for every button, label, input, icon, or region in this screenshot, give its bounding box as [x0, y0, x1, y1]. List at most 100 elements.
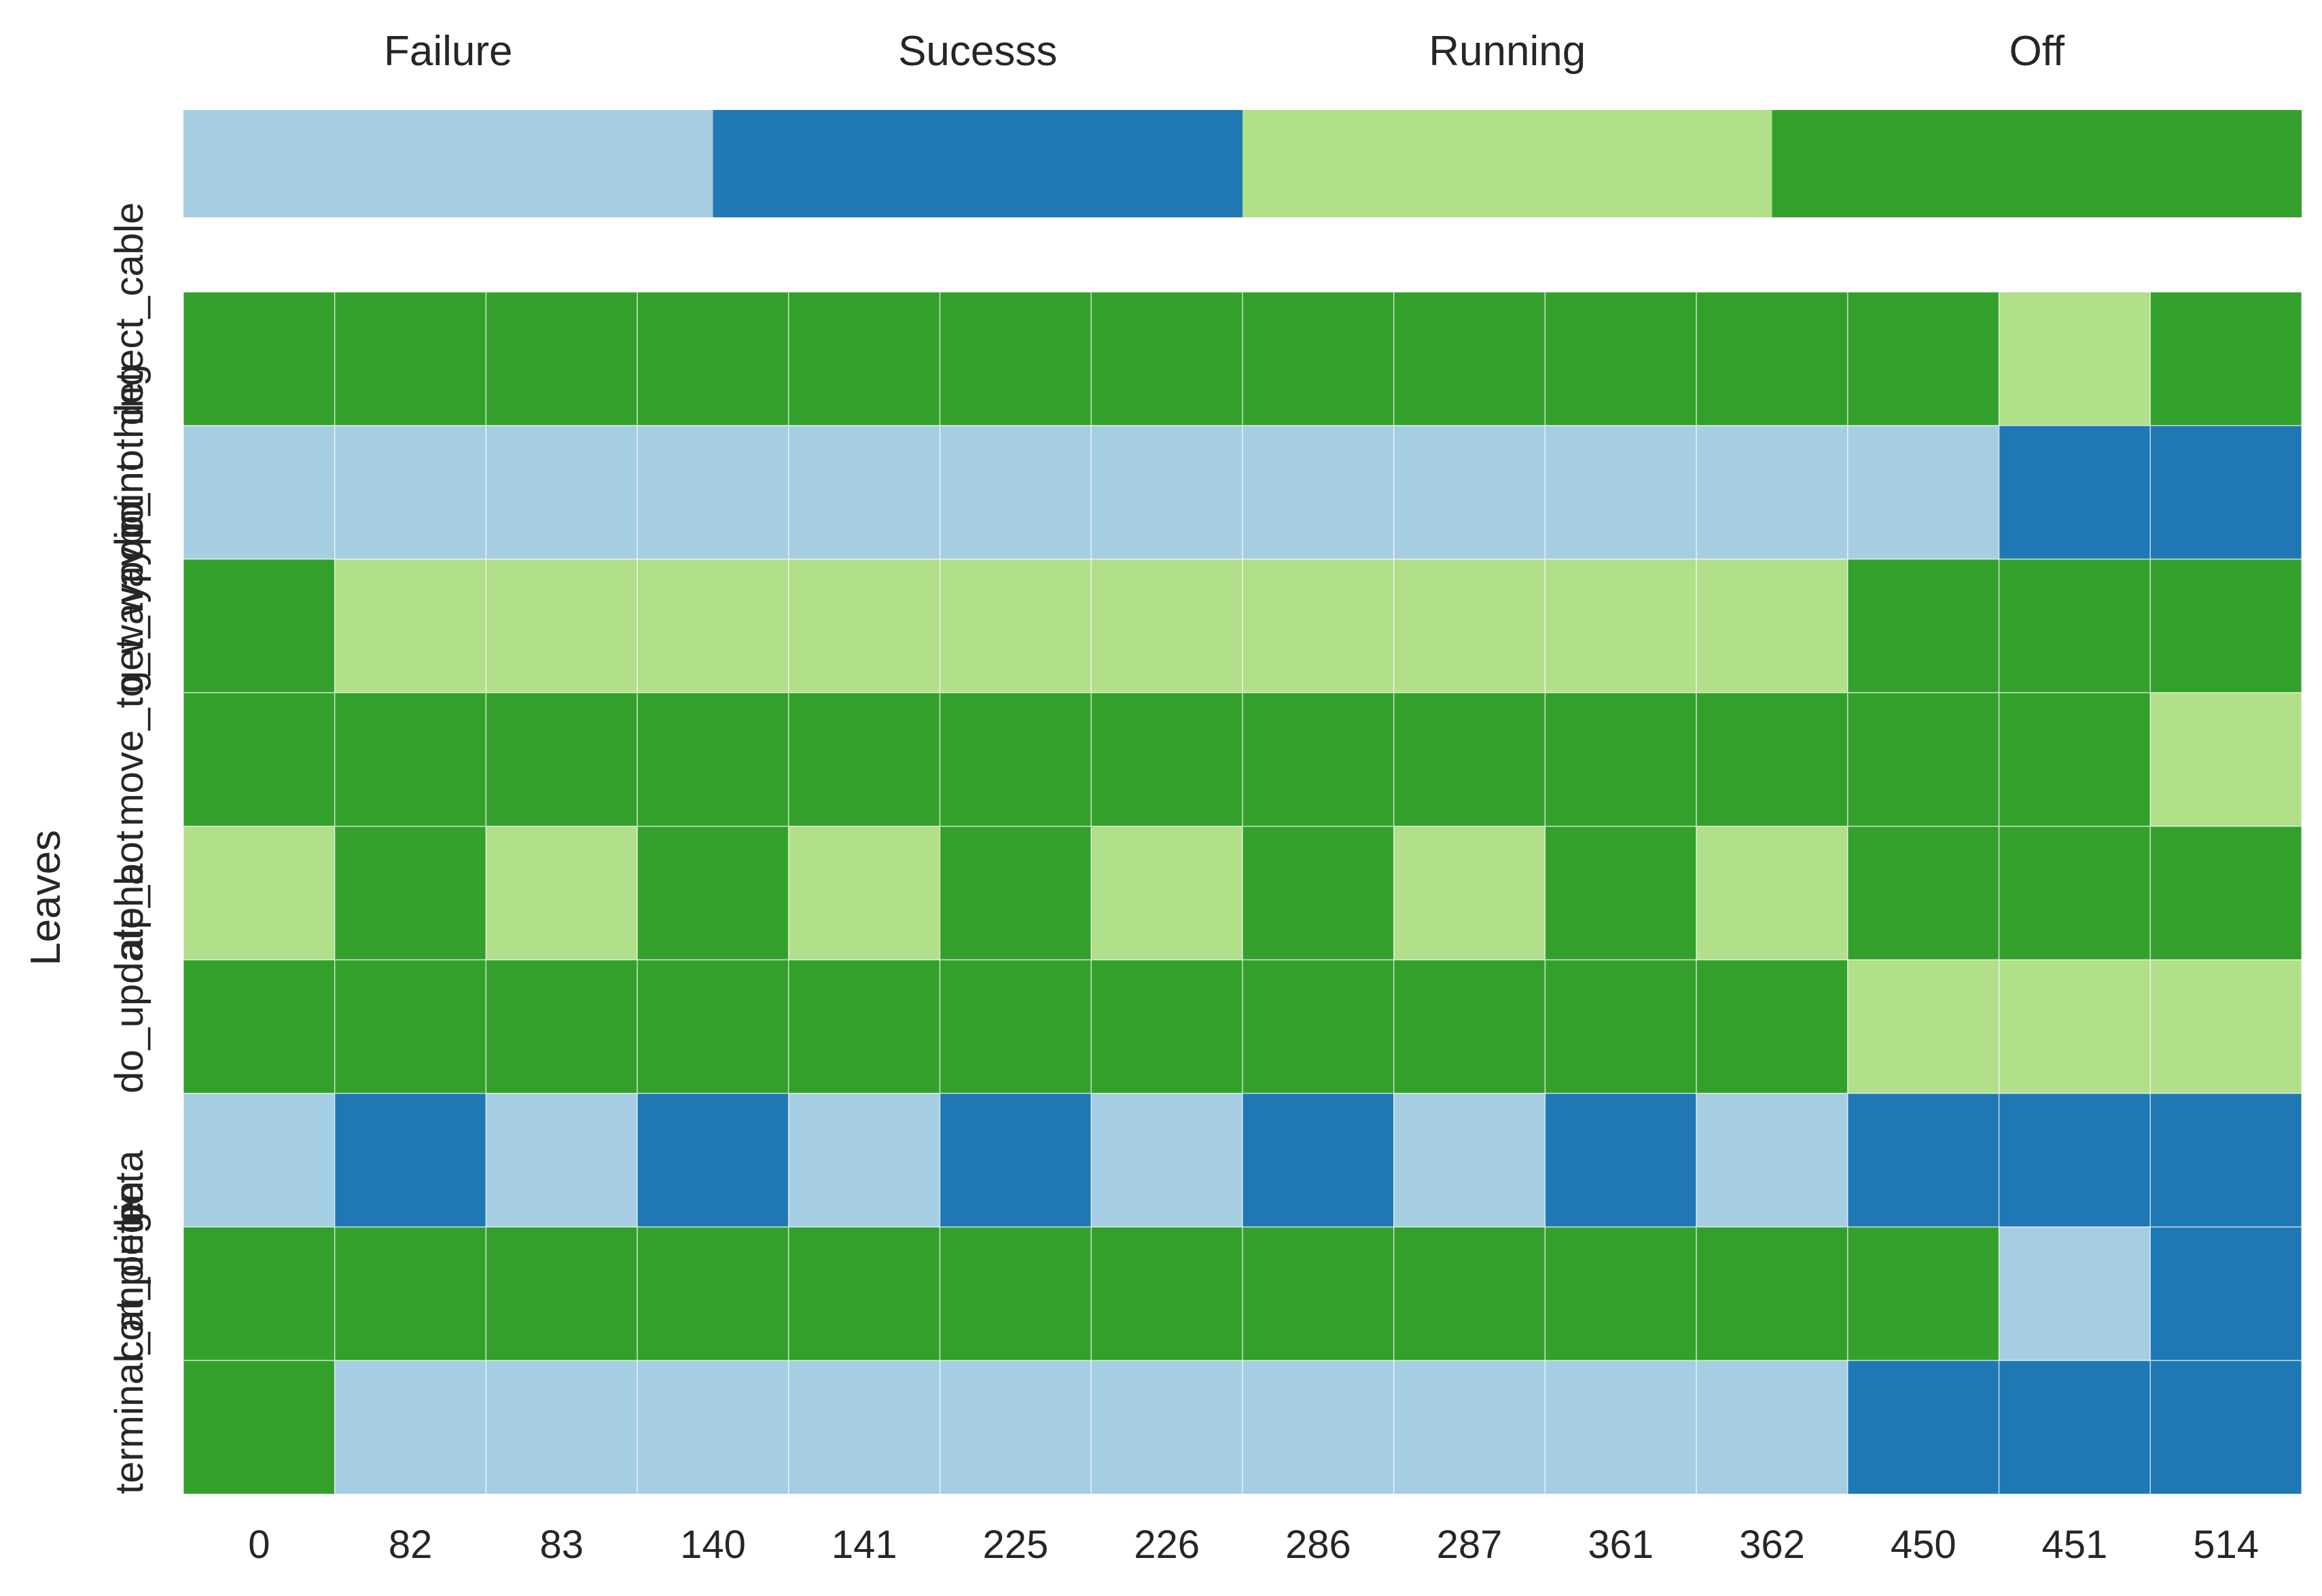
- heatmap-cell: [1090, 424, 1243, 560]
- x-tick-labels: 0 82 83 140 141 225 226 286 287 361 362 450 451 514: [248, 1523, 2259, 1567]
- heatmap-cell: [788, 692, 941, 827]
- heatmap-cell: [1696, 1360, 1848, 1495]
- legend-label-running: Running: [1429, 28, 1586, 75]
- heatmap-cell: [1090, 558, 1243, 693]
- heatmap-cell: [939, 558, 1092, 693]
- heatmap-cell: [1393, 1226, 1546, 1362]
- legend: Failure Sucesss Running Off: [183, 28, 2302, 217]
- x-tick-label: 225: [983, 1523, 1049, 1567]
- heatmap-cell: [1393, 692, 1546, 827]
- x-tick-label: 140: [680, 1523, 746, 1567]
- heatmap-cell: [1090, 1360, 1243, 1495]
- heatmap-cell: [1998, 692, 2151, 827]
- heatmap-cell: [1847, 424, 2000, 560]
- y-tick-label: do_update_bot: [107, 831, 151, 1093]
- y-tick-label: alpha: [107, 863, 151, 960]
- heatmap-cell: [183, 1360, 336, 1495]
- heatmap-cell: [1393, 1093, 1546, 1228]
- heatmap-cell: [1393, 959, 1546, 1094]
- heatmap-cell: [788, 1093, 941, 1228]
- heatmap-cell: [1242, 1093, 1395, 1228]
- heatmap-cell: [2149, 424, 2302, 560]
- heatmap-cell: [1242, 959, 1395, 1094]
- heatmap-cell: [1090, 291, 1243, 427]
- x-tick-label: 286: [1285, 1523, 1351, 1567]
- heatmap-cell: [2149, 1093, 2302, 1228]
- heatmap-cell: [334, 1226, 487, 1362]
- heatmap-cell: [334, 825, 487, 961]
- legend-swatch-sucesss: [713, 110, 1243, 217]
- heatmap-cell: [1242, 825, 1395, 961]
- heatmap-cell: [1090, 1226, 1243, 1362]
- heatmap-cell: [788, 959, 941, 1094]
- y-axis-label: Leaves: [22, 830, 69, 966]
- heatmap-cell: [1544, 825, 1697, 961]
- heatmap-cell: [1847, 692, 2000, 827]
- heatmap-cell: [1544, 1093, 1697, 1228]
- x-tick-label: 83: [540, 1523, 584, 1567]
- heatmap-cell: [939, 291, 1092, 427]
- heatmap-cell: [788, 291, 941, 427]
- heatmap-cell: [1998, 291, 2151, 427]
- x-tick-label: 287: [1437, 1523, 1503, 1567]
- heatmap-cell: [183, 825, 336, 961]
- heatmap-cell: [1998, 959, 2151, 1094]
- heatmap-cell: [637, 959, 789, 1094]
- heatmap-cell: [485, 1226, 638, 1362]
- heatmap-cell: [1998, 424, 2151, 560]
- heatmap-cell: [334, 291, 487, 427]
- heatmap-cell: [1847, 558, 2000, 693]
- heatmap-cell: [334, 692, 487, 827]
- x-tick-label: 362: [1739, 1523, 1805, 1567]
- heatmap-cell: [485, 959, 638, 1094]
- heatmap-cell: [2149, 825, 2302, 961]
- x-tick-label: 82: [389, 1523, 433, 1567]
- x-tick-label: 0: [248, 1523, 270, 1567]
- heatmap-cell: [1696, 291, 1848, 427]
- legend-swatch-off: [1772, 110, 2302, 217]
- heatmap-cell: [183, 959, 336, 1094]
- y-tick-label: complete: [107, 1201, 151, 1360]
- y-tick-label: terminal_at_origin: [107, 1181, 151, 1494]
- legend-label-sucesss: Sucesss: [898, 28, 1057, 75]
- heatmap-cell: [334, 558, 487, 693]
- heatmap-cell: [637, 558, 789, 693]
- heatmap-cell: [1998, 558, 2151, 693]
- heatmap-cell: [637, 1226, 789, 1362]
- heatmap-cell: [1090, 692, 1243, 827]
- heatmap-cell: [637, 1360, 789, 1495]
- heatmap-cell: [1847, 1360, 2000, 1495]
- heatmap-cell: [1242, 692, 1395, 827]
- heatmap-cell: [1090, 959, 1243, 1094]
- y-tick-label: move_to_waypoint: [107, 498, 151, 827]
- heatmap-cell: [939, 1226, 1092, 1362]
- heatmap-cell: [1090, 1093, 1243, 1228]
- heatmap-cell: [939, 424, 1092, 560]
- heatmap-cell: [939, 1360, 1092, 1495]
- heatmap-cell: [1696, 959, 1848, 1094]
- heatmap-cell: [1090, 825, 1243, 961]
- heatmap-cell: [788, 424, 941, 560]
- heatmap-cell: [1242, 291, 1395, 427]
- heatmap-cell: [1393, 558, 1546, 693]
- heatmap-cell: [1696, 558, 1848, 693]
- heatmap-cell: [1696, 1226, 1848, 1362]
- heatmap-cell: [939, 959, 1092, 1094]
- x-tick-label: 450: [1891, 1523, 1957, 1567]
- heatmap-cell: [485, 424, 638, 560]
- heatmap-cell: [1393, 825, 1546, 961]
- heatmap-cell: [1544, 959, 1697, 1094]
- heatmap-cell: [2149, 692, 2302, 827]
- heatmap-cell: [2149, 1226, 2302, 1362]
- heatmap-cell: [2149, 1360, 2302, 1495]
- heatmap-cell: [485, 692, 638, 827]
- heatmap-cell: [1393, 424, 1546, 560]
- y-tick-label: get_waypoint: [107, 460, 151, 693]
- heatmap-cell: [637, 825, 789, 961]
- heatmap-cell: [1242, 558, 1395, 693]
- heatmap-cell: [485, 825, 638, 961]
- heatmap-cell: [334, 424, 487, 560]
- heatmap-cell: [1544, 291, 1697, 427]
- heatmap-cell: [334, 1360, 487, 1495]
